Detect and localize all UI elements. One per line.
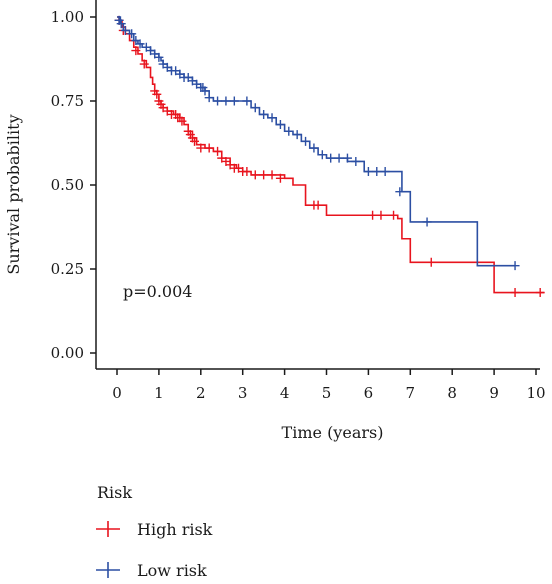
censor-mark bbox=[250, 103, 260, 113]
censor-mark bbox=[368, 210, 378, 220]
y-tick-label: 0.50 bbox=[51, 176, 84, 194]
x-tick-label: 10 bbox=[526, 384, 545, 402]
censor-mark bbox=[131, 46, 141, 56]
x-tick-label: 0 bbox=[112, 384, 122, 402]
censor-mark bbox=[120, 25, 130, 35]
censor-mark bbox=[376, 210, 386, 220]
censor-mark bbox=[242, 96, 252, 106]
x-tick-label: 5 bbox=[322, 384, 332, 402]
censor-mark bbox=[292, 130, 302, 140]
censor-mark bbox=[116, 19, 126, 29]
censor-mark bbox=[275, 173, 285, 183]
x-tick-label: 4 bbox=[280, 384, 290, 402]
censor-mark bbox=[334, 153, 344, 163]
legend: Risk High risk Low risk bbox=[96, 483, 213, 580]
censor-mark bbox=[221, 96, 231, 106]
x-tick-label: 9 bbox=[489, 384, 499, 402]
censor-mark bbox=[363, 167, 373, 177]
survival-curve bbox=[117, 16, 516, 267]
censor-mark bbox=[510, 288, 520, 298]
censor-mark bbox=[267, 113, 277, 123]
censor-mark bbox=[200, 86, 210, 96]
censor-mark bbox=[204, 93, 214, 103]
censor-mark bbox=[259, 170, 269, 180]
legend-item: High risk bbox=[96, 520, 213, 539]
series-low-risk bbox=[114, 15, 520, 271]
censor-mark bbox=[510, 261, 520, 271]
censor-mark bbox=[177, 116, 187, 126]
censor-mark bbox=[213, 146, 223, 156]
censor-mark bbox=[380, 167, 390, 177]
x-tick-label: 1 bbox=[154, 384, 164, 402]
censor-mark bbox=[422, 217, 432, 227]
censor-mark bbox=[313, 200, 323, 210]
x-tick-label: 7 bbox=[406, 384, 416, 402]
legend-swatch bbox=[96, 521, 120, 537]
censor-mark bbox=[196, 143, 206, 153]
legend-title: Risk bbox=[97, 483, 132, 502]
censor-mark bbox=[135, 39, 145, 49]
y-tick-label: 0.75 bbox=[51, 92, 84, 110]
censor-mark bbox=[535, 288, 545, 298]
legend-item: Low risk bbox=[96, 561, 207, 580]
legend-label: High risk bbox=[137, 520, 213, 539]
p-value-annotation: p=0.004 bbox=[123, 282, 192, 301]
legend-swatch bbox=[96, 562, 120, 578]
censor-mark bbox=[317, 150, 327, 160]
censor-mark bbox=[284, 126, 294, 136]
censor-mark bbox=[229, 96, 239, 106]
censor-mark bbox=[213, 96, 223, 106]
y-tick-label: 0.25 bbox=[51, 260, 84, 278]
censor-mark bbox=[204, 143, 214, 153]
censor-mark bbox=[342, 153, 352, 163]
censor-mark bbox=[152, 89, 162, 99]
y-ticks: 0.00 0.25 0.50 0.75 1.00 bbox=[51, 8, 96, 362]
censor-mark bbox=[127, 29, 137, 39]
censor-mark bbox=[351, 156, 361, 166]
censor-mark bbox=[326, 153, 336, 163]
censor-mark bbox=[309, 143, 319, 153]
series-layer bbox=[114, 15, 545, 298]
censor-mark bbox=[154, 52, 164, 62]
x-tick-label: 3 bbox=[238, 384, 248, 402]
censor-mark bbox=[250, 170, 260, 180]
x-tick-label: 2 bbox=[196, 384, 206, 402]
censor-mark bbox=[242, 167, 252, 177]
censor-mark bbox=[275, 120, 285, 130]
y-tick-label: 0.00 bbox=[51, 344, 84, 362]
censor-mark bbox=[372, 167, 382, 177]
censor-mark bbox=[395, 187, 405, 197]
censor-mark bbox=[190, 136, 200, 146]
censor-mark bbox=[426, 257, 436, 267]
censor-mark bbox=[301, 136, 311, 146]
censor-mark bbox=[259, 109, 269, 119]
axes bbox=[95, 0, 540, 370]
y-tick-label: 1.00 bbox=[51, 8, 84, 26]
x-tick-label: 6 bbox=[364, 384, 374, 402]
legend-label: Low risk bbox=[137, 561, 207, 580]
censor-mark bbox=[267, 170, 277, 180]
censor-mark bbox=[389, 210, 399, 220]
x-axis-title: Time (years) bbox=[282, 423, 384, 442]
x-tick-label: 8 bbox=[447, 384, 457, 402]
y-axis-title: Survival probability bbox=[4, 114, 23, 274]
censor-mark bbox=[139, 59, 149, 69]
series-high-risk bbox=[114, 15, 545, 298]
legend-items: High risk Low risk bbox=[96, 520, 213, 580]
x-ticks: 0 1 2 3 4 5 6 7 8 9 10 bbox=[112, 369, 546, 402]
